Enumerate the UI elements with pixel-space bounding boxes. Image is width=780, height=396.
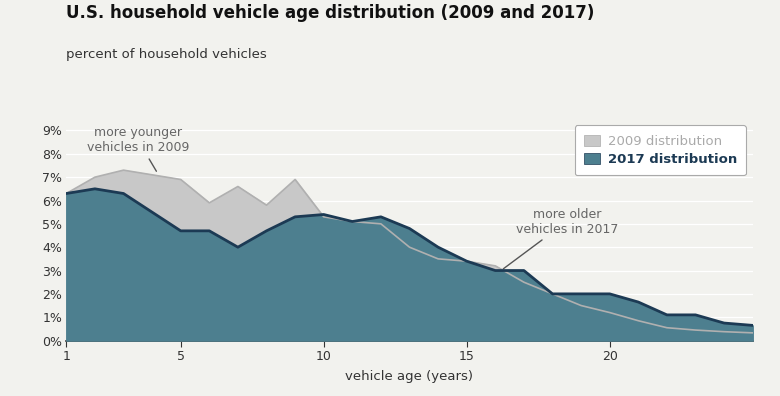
- Text: percent of household vehicles: percent of household vehicles: [66, 48, 267, 61]
- Text: U.S. household vehicle age distribution (2009 and 2017): U.S. household vehicle age distribution …: [66, 4, 594, 22]
- Text: more younger
vehicles in 2009: more younger vehicles in 2009: [87, 126, 189, 171]
- X-axis label: vehicle age (years): vehicle age (years): [346, 370, 473, 383]
- Text: more older
vehicles in 2017: more older vehicles in 2017: [503, 208, 618, 269]
- Legend: 2009 distribution, 2017 distribution: 2009 distribution, 2017 distribution: [575, 126, 746, 175]
